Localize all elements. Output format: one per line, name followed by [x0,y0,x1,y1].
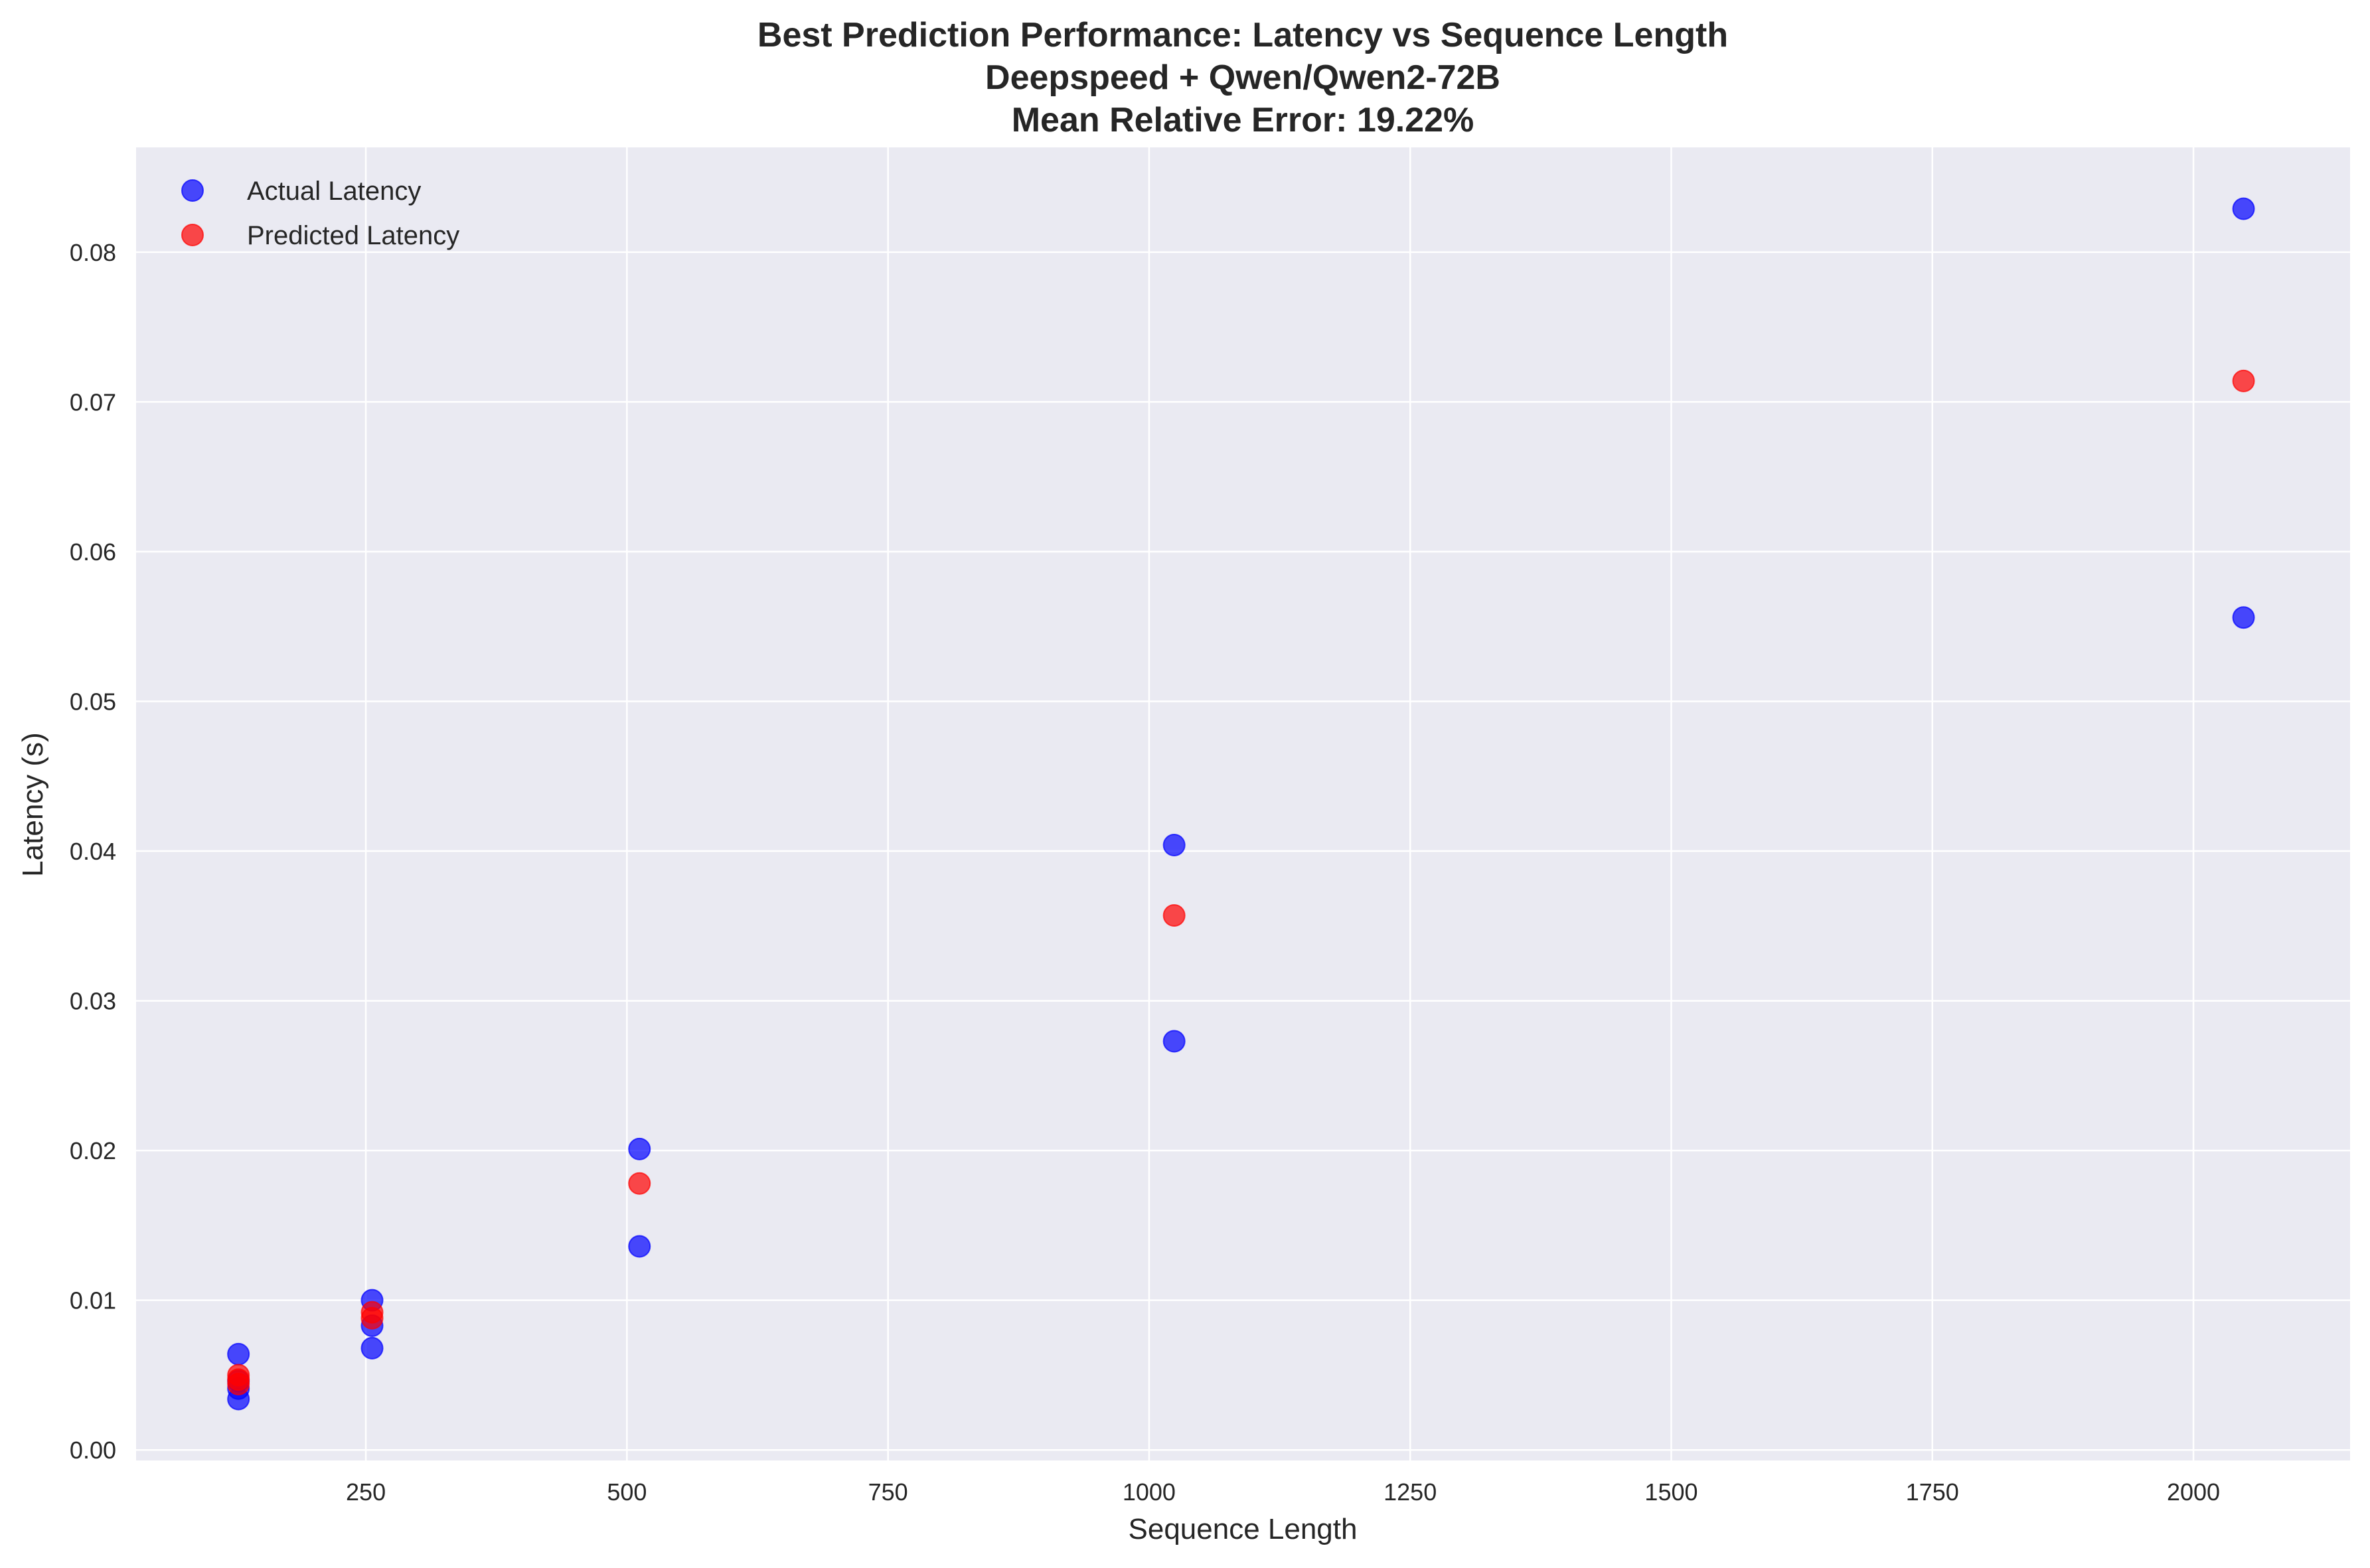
chart-title: Best Prediction Performance: Latency vs … [757,16,1728,139]
x-tick-label: 750 [868,1478,908,1506]
actual-latency-point [1162,834,1186,857]
actual-latency-point [1162,1030,1186,1053]
x-axis-ticks: 250 500 750 1000 1250 1500 1750 2000 [346,1478,2220,1506]
x-axis-label: Sequence Length [1129,1513,1358,1545]
y-tick-label: 0.07 [70,388,116,416]
y-axis-ticks: 0.00 0.01 0.02 0.03 0.04 0.05 0.06 0.07 0.08 [70,239,116,1464]
predicted-latency-point [2232,369,2255,392]
series-1 [227,369,2255,1395]
y-tick-label: 0.08 [70,239,116,266]
predicted-latency-point [227,1364,250,1387]
scatter-points [227,197,2255,1411]
predicted-latency-point [1162,904,1186,927]
y-tick-label: 0.00 [70,1437,116,1464]
actual-latency-point [227,1342,250,1366]
legend-marker [181,179,204,202]
y-tick-label: 0.06 [70,538,116,566]
x-tick-label: 1250 [1383,1478,1437,1506]
actual-latency-point [2232,606,2255,629]
title-line-3: Mean Relative Error: 19.22% [1012,101,1474,139]
y-axis-label: Latency (s) [17,732,49,877]
legend-label: Actual Latency [247,177,421,206]
plot-area [136,147,2350,1460]
legend-label: Predicted Latency [247,221,459,250]
legend-marker [181,224,204,246]
predicted-latency-point [360,1300,384,1324]
actual-latency-point [2232,197,2255,220]
y-tick-label: 0.04 [70,838,116,865]
x-tick-label: 250 [346,1478,386,1506]
grid [136,147,2350,1460]
x-tick-label: 500 [607,1478,647,1506]
title-line-2: Deepspeed + Qwen/Qwen2-72B [985,58,1500,97]
x-tick-label: 1500 [1644,1478,1698,1506]
x-tick-label: 2000 [2167,1478,2220,1506]
actual-latency-point [628,1137,651,1160]
y-tick-label: 0.05 [70,688,116,716]
predicted-latency-point [628,1172,651,1195]
y-tick-label: 0.01 [70,1287,116,1314]
actual-latency-point [628,1235,651,1258]
x-tick-label: 1000 [1123,1478,1176,1506]
x-tick-label: 1750 [1906,1478,1959,1506]
legend: Actual Latency Predicted Latency [181,177,459,250]
y-tick-label: 0.03 [70,988,116,1015]
title-line-1: Best Prediction Performance: Latency vs … [757,16,1728,54]
y-tick-label: 0.02 [70,1137,116,1164]
actual-latency-point [360,1336,384,1360]
